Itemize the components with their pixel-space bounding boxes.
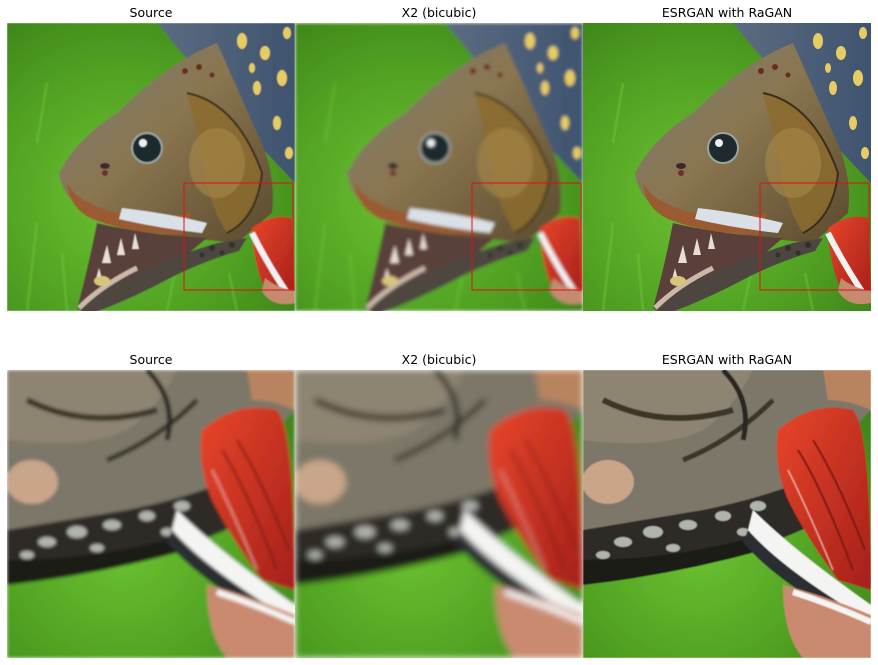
panel-bicubic-bottom: [295, 370, 583, 658]
panel-bicubic-top: [295, 23, 583, 311]
panel-title-source-bottom: Source: [129, 352, 173, 367]
panel-title-bicubic-top: X2 (bicubic): [401, 5, 477, 20]
zoom-image-bicubic: [295, 370, 583, 658]
panel-esrgan-top: [583, 23, 871, 311]
fish-image-bicubic: [295, 23, 583, 311]
highlight-box: [183, 182, 294, 291]
zoom-image-esrgan: [583, 370, 871, 658]
panel-title-esrgan-bottom: ESRGAN with RaGAN: [661, 352, 793, 367]
fish-image-esrgan: [583, 23, 871, 311]
panel-source-bottom: [7, 370, 295, 658]
panel-source-top: [7, 23, 295, 311]
panel-title-source-top: Source: [129, 5, 173, 20]
highlight-box: [471, 182, 582, 291]
panel-esrgan-bottom: [583, 370, 871, 658]
fish-image-source: [7, 23, 295, 311]
panel-title-esrgan-top: ESRGAN with RaGAN: [661, 5, 793, 20]
zoom-image-source: [7, 370, 295, 658]
panel-title-bicubic-bottom: X2 (bicubic): [401, 352, 477, 367]
highlight-box: [759, 182, 870, 291]
